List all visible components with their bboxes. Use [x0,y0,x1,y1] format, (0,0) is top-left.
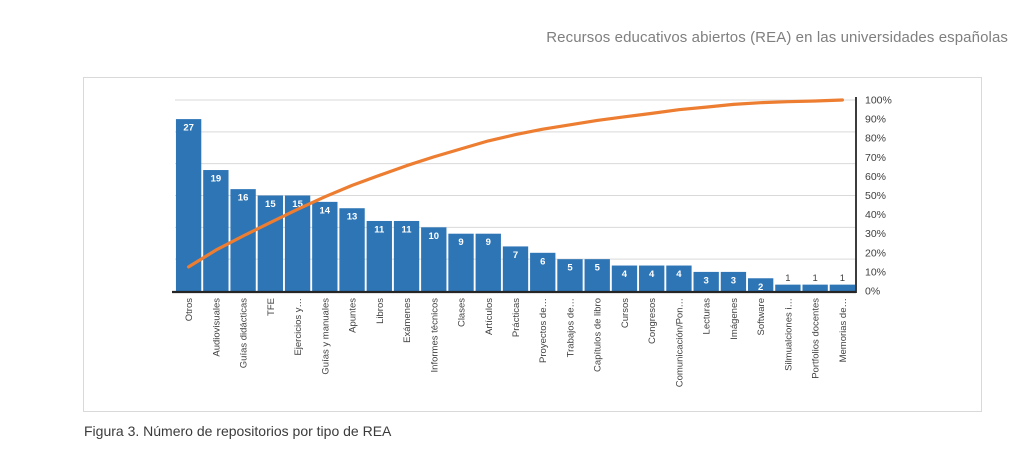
x-category-label: Audiovisuales [211,298,222,357]
pareto-bar [502,246,529,291]
pareto-bar [393,220,420,291]
percent-tick-label: 10% [865,266,886,278]
bar-value-label: 11 [402,224,413,235]
bar-value-label: 1 [812,273,817,284]
x-category-label: Informes técnicos [429,298,440,373]
x-category-label: Portfolios docentes [811,298,822,379]
x-category-label: Apuntes [348,298,359,333]
x-category-label: Proyectos de… [538,298,549,363]
pareto-bar [557,259,583,291]
bar-value-label: 14 [320,205,331,216]
figure-caption: Figura 3. Número de repositorios por tip… [84,423,392,439]
pareto-bar [747,278,774,291]
pareto-bar [639,265,665,291]
x-category-label: Guías y manuales [320,298,331,375]
bar-value-label: 1 [840,273,845,284]
pareto-bar [666,265,692,291]
x-category-label: Software [756,298,767,336]
cumulative-line [186,98,845,269]
bar-value-label: 19 [211,174,222,185]
pareto-bar [693,271,719,291]
pareto-bar [584,259,610,291]
percent-tick-label: 90% [865,114,886,126]
x-category-label: Clases [457,298,468,327]
bar-value-label: 4 [622,269,628,280]
x-category-label: Capítulos de libro [593,298,604,372]
x-category-label: Silmualciones i… [783,298,794,371]
x-category-label: Imágenes [729,298,740,340]
pareto-bar [829,284,856,291]
pareto-chart-container: 27 Otros 19 Audiovisuales 16 Guías didácticas… [83,77,982,412]
pareto-bar [720,271,747,291]
x-category-label: Exámenes [402,298,413,343]
bar-value-label: 13 [347,212,358,223]
percent-tick-label: 40% [865,209,886,221]
x-category-label: Ejercicios y… [293,298,304,356]
pareto-bar [421,227,447,291]
bar-value-label: 4 [676,269,682,280]
pareto-bar [366,220,392,291]
pareto-bar [203,170,229,291]
bar-value-label: 6 [540,256,545,267]
bar-value-label: 15 [265,199,276,210]
bar-value-label: 11 [374,224,385,235]
x-category-label: Memorias de… [838,298,849,362]
bar-value-label: 3 [731,275,736,286]
pareto-bar [284,195,311,291]
bar-value-label: 4 [649,269,655,280]
bar-value-label: 5 [595,263,601,274]
x-category-label: Congresos [647,298,658,344]
x-category-label: Comunicación/Pon… [674,298,685,387]
bar-value-label: 9 [458,237,463,248]
percent-tick-label: 70% [865,152,886,164]
x-category-label: Lecturas [702,298,713,335]
pareto-bar [339,208,365,291]
pareto-bar [530,252,556,291]
percent-tick-label: 0% [865,286,880,298]
pareto-bar [475,233,501,291]
bar-value-label: 5 [567,263,573,274]
percent-tick-label: 60% [865,171,886,183]
document-header-title: Recursos educativos abiertos (REA) en la… [546,29,1008,46]
x-category-label: Libros [375,298,386,324]
percent-tick-label: 50% [865,190,886,202]
x-category-label: Trabajos de… [565,298,576,357]
pareto-bar [448,233,474,291]
bar-value-label: 3 [704,275,709,286]
x-category-label: TFE [266,298,277,316]
percent-tick-label: 30% [865,228,886,240]
pareto-bar [312,201,338,291]
bar-value-label: 2 [758,282,763,293]
bar-value-label: 15 [292,199,303,210]
x-category-label: Otros [184,298,195,321]
pareto-bar [775,284,801,291]
pareto-bar [611,265,638,291]
percent-tick-label: 80% [865,133,886,145]
percent-tick-label: 100% [865,95,892,107]
x-category-label: Cursos [620,298,631,328]
x-category-label: Guías didácticas [239,298,250,368]
x-category-label: Artículos [484,298,495,335]
pareto-bar [802,284,828,291]
bar-value-label: 27 [183,123,194,134]
percent-tick-label: 20% [865,247,886,259]
bar-value-label: 1 [785,273,790,284]
x-category-label: Prácticas [511,298,522,337]
bar-value-label: 16 [238,193,249,204]
bar-value-label: 10 [428,231,439,242]
bar-value-label: 7 [513,250,518,261]
bar-value-label: 9 [486,237,491,248]
pareto-bar [257,195,284,291]
